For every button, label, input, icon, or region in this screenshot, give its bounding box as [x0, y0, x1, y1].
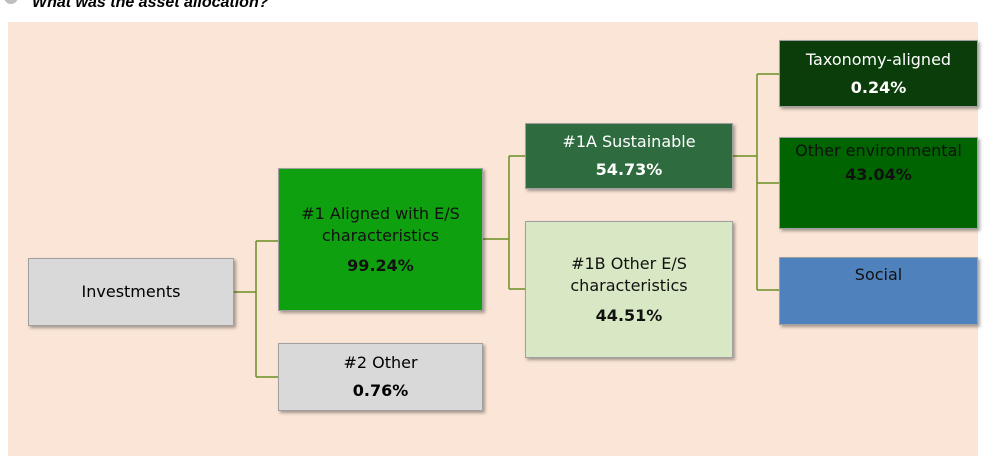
node-label: Social [854, 265, 903, 284]
node-value: 0.24% [850, 77, 907, 97]
node-label: Other environmental [795, 141, 962, 160]
node: Other environmental 43.04% [779, 137, 978, 229]
node: #1B Other E/S characteristics 44.51% [525, 221, 733, 358]
node: #1A Sustainable 54.73% [525, 123, 733, 189]
title: What was the asset allocation? [32, 0, 269, 11]
node-value: 0.76% [352, 381, 409, 400]
node-value: 54.73% [595, 160, 663, 179]
node-label: Investments [81, 282, 181, 301]
icon [4, 0, 18, 4]
node: #1 Aligned with E/S characteristics 99.24… [278, 168, 483, 311]
node-label: #1A Sustainable [562, 132, 696, 151]
node: Social [779, 257, 978, 325]
node-value: 43.04% [845, 165, 912, 184]
node: Taxonomy-aligned 0.24% [779, 40, 978, 107]
node-label: #1B Other E/S characteristics [570, 253, 688, 295]
node: Investments [28, 258, 234, 326]
node-label: #1 Aligned with E/S characteristics [301, 203, 460, 245]
node-label: Taxonomy-aligned [805, 49, 952, 69]
node: #2 Other 0.76% [278, 343, 483, 411]
node-value: 44.51% [595, 305, 663, 325]
node-label: #2 Other [343, 353, 418, 372]
node-value: 99.24% [347, 255, 414, 275]
